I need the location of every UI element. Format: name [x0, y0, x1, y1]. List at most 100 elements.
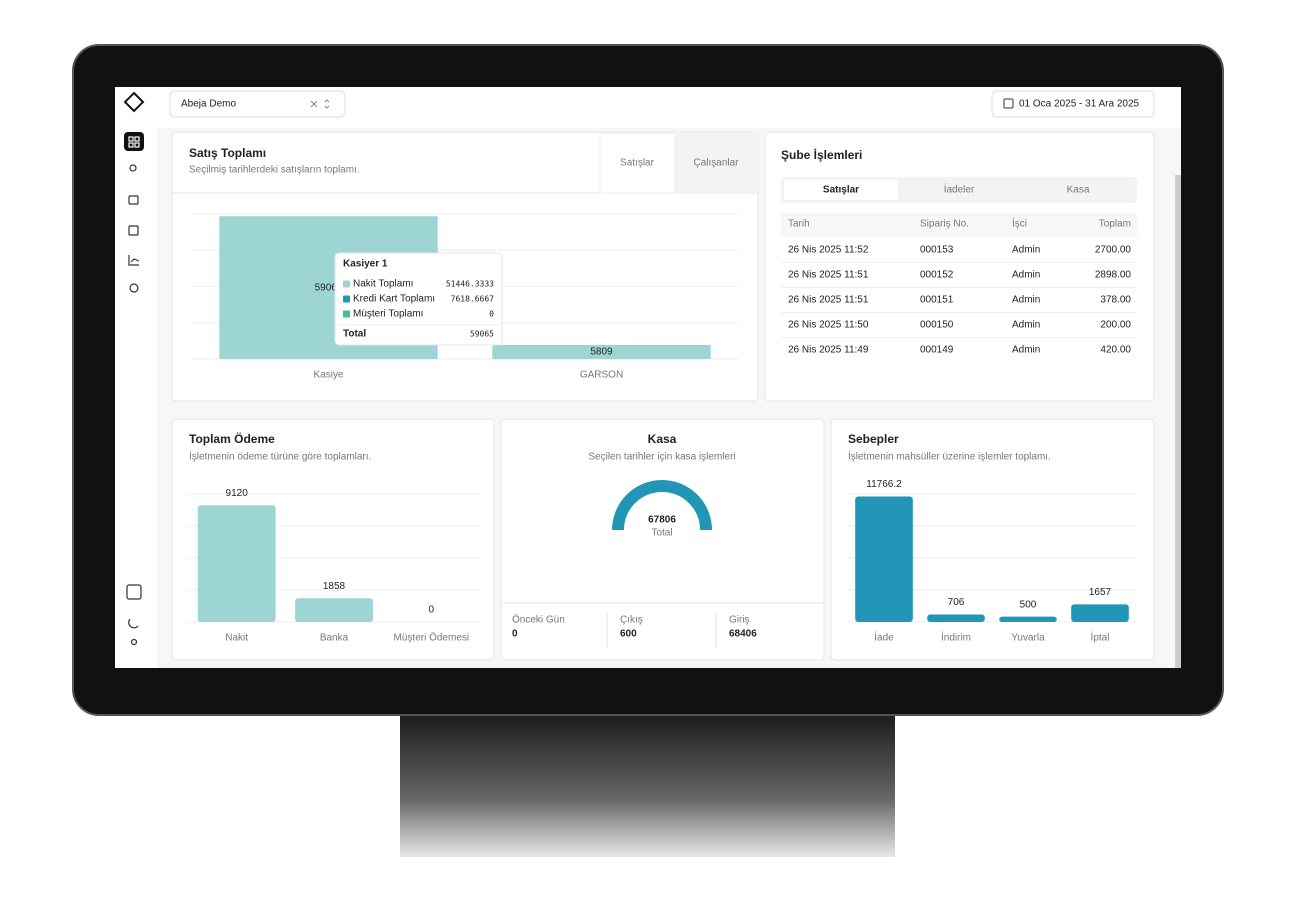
- table-cell: Admin: [1012, 295, 1040, 306]
- stat-label: Çıkış: [620, 615, 643, 626]
- table-cell: 26 Nis 2025 11:49: [788, 345, 869, 356]
- table-cell: 26 Nis 2025 11:51: [788, 270, 869, 281]
- tooltip-item-name: Nakit Toplamı: [353, 279, 413, 290]
- stat-label: Önceki Gün: [512, 614, 565, 626]
- nav-settings[interactable]: [129, 283, 139, 293]
- tooltip: [334, 252, 503, 346]
- table-cell: 26 Nis 2025 11:51: [788, 295, 869, 306]
- legend-swatch: [343, 280, 350, 288]
- value-label: 1657: [1089, 587, 1112, 598]
- column-header: Toplam: [1099, 219, 1131, 230]
- category-label: İndirim: [941, 631, 971, 644]
- stat-label: Giriş: [729, 615, 750, 626]
- table-cell: Admin: [1012, 270, 1040, 281]
- logo: [123, 91, 145, 113]
- table-cell: 420.00: [1100, 345, 1131, 356]
- table-cell: 26 Nis 2025 11:52: [788, 245, 869, 256]
- date-range: 01 Oca 2025 - 31 Ara 2025: [1019, 99, 1140, 110]
- tab[interactable]: [784, 180, 898, 200]
- table-cell: Admin: [1012, 320, 1040, 331]
- tab-label: Kasa: [1067, 185, 1090, 196]
- bar: [295, 598, 373, 622]
- bar: [927, 614, 985, 622]
- sales-title: Satış Toplamı: [189, 146, 266, 160]
- table-cell: 000152: [920, 270, 954, 281]
- table-cell: 000153: [920, 245, 954, 256]
- category-label: İptal: [1091, 631, 1110, 644]
- tooltip-item-value: 0: [489, 310, 494, 319]
- value-label: 1858: [323, 581, 346, 592]
- tab[interactable]: [599, 132, 676, 194]
- payments-subtitle: İşletmenin ödeme türüne göre toplamları.: [189, 450, 371, 463]
- company-select[interactable]: [169, 90, 346, 118]
- category-label: Müşteri Ödemesi: [394, 632, 470, 644]
- tab-label: İadeler: [944, 183, 975, 196]
- bar: [855, 496, 913, 622]
- tab-label: Satışlar: [823, 185, 859, 196]
- table-cell: 378.00: [1100, 295, 1131, 306]
- sales-subtitle: Seçilmiş tarihlerdeki satışların toplamı…: [189, 165, 360, 176]
- tooltip-total-label: Total: [343, 329, 366, 340]
- value-label: 706: [948, 597, 965, 608]
- table-cell: Admin: [1012, 345, 1040, 356]
- calendar-icon: [1003, 98, 1014, 109]
- table-cell: 000150: [920, 320, 954, 331]
- tooltip-item-name: Müşteri Toplamı: [353, 309, 423, 320]
- category-label: GARSON: [580, 370, 623, 381]
- sidebar: [115, 87, 157, 668]
- bar: [999, 616, 1057, 622]
- category-label: Kasiye: [313, 370, 343, 381]
- kasa-total-label: Total: [651, 528, 672, 539]
- value-label: 500: [1020, 599, 1037, 610]
- stat-value: 0: [512, 629, 518, 640]
- bar: [1071, 604, 1129, 622]
- nav-dashboard-icon: [128, 136, 140, 148]
- legend-swatch: [343, 310, 350, 318]
- value-label: 59065: [315, 282, 343, 293]
- select-controls[interactable]: [310, 99, 330, 109]
- column-header: Tarih: [788, 219, 810, 230]
- kasa-title: Kasa: [648, 432, 677, 446]
- stat-value: 68406: [729, 629, 757, 640]
- bar: [197, 505, 276, 622]
- sidebar-toggle[interactable]: [126, 584, 142, 600]
- tab[interactable]: [675, 133, 757, 193]
- value-label: 11766.2: [866, 479, 902, 490]
- table-cell: 200.00: [1100, 320, 1131, 331]
- nav-orders[interactable]: [128, 225, 139, 236]
- monitor-stand: [400, 712, 895, 857]
- category-label: Yuvarla: [1011, 633, 1045, 644]
- category-label: Nakit: [225, 633, 248, 644]
- tooltip-title: Kasiyer 1: [343, 259, 388, 270]
- table-cell: 2700.00: [1095, 245, 1132, 256]
- theme-toggle[interactable]: [128, 618, 139, 629]
- category-label: İade: [874, 631, 894, 644]
- nav-reports[interactable]: [128, 255, 140, 266]
- date-range-button[interactable]: [991, 90, 1155, 118]
- nav-dashboard[interactable]: [124, 132, 144, 151]
- column-header: Sipariş No.: [920, 219, 969, 230]
- branch-card: [764, 131, 1155, 402]
- nav-users[interactable]: [129, 164, 137, 172]
- table-cell: 000149: [920, 345, 954, 356]
- scrollbar[interactable]: [1175, 175, 1181, 668]
- kasa-gauge: [612, 480, 712, 531]
- table-cell: 2898.00: [1095, 270, 1132, 281]
- stat-value: 600: [620, 629, 637, 640]
- tooltip-total: 59065: [470, 330, 494, 339]
- kasa-total: 67806: [648, 515, 676, 526]
- tab-label: Satışlar: [620, 158, 655, 169]
- reasons-subtitle: İşletmenin mahsüller üzerine işlemler to…: [848, 450, 1051, 463]
- tab-label: Çalışanlar: [693, 158, 739, 169]
- tooltip-item-name: Kredi Kart Toplamı: [353, 294, 435, 305]
- legend-swatch: [343, 295, 350, 303]
- column-header: İşci: [1012, 217, 1027, 230]
- profile[interactable]: [130, 638, 138, 646]
- value-label: 9120: [226, 488, 249, 499]
- value-label: 5809: [590, 347, 613, 358]
- payments-title: Toplam Ödeme: [189, 431, 275, 446]
- reasons-title: Sebepler: [848, 432, 899, 446]
- nav-products[interactable]: [128, 195, 139, 205]
- tooltip-item-value: 7618.6667: [451, 295, 495, 304]
